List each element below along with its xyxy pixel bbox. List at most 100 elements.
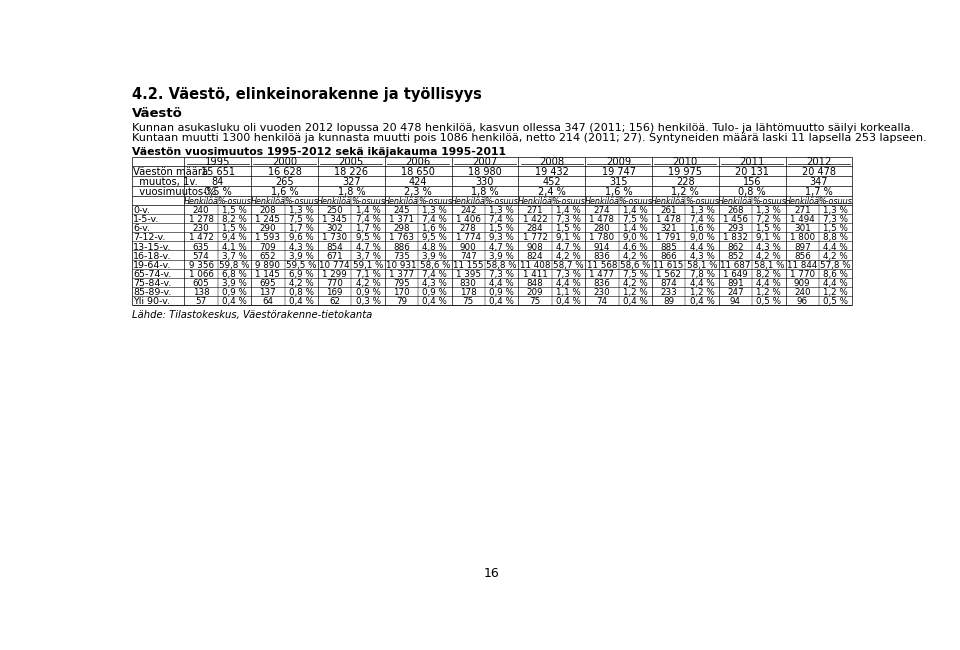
Text: 0,9 %: 0,9 % — [422, 288, 447, 297]
Text: 695: 695 — [259, 279, 276, 288]
Text: 321: 321 — [660, 224, 677, 233]
Text: 1,5 %: 1,5 % — [222, 224, 247, 233]
Text: 1995: 1995 — [205, 157, 230, 167]
Text: 9,1 %: 9,1 % — [556, 233, 581, 242]
Text: 9,1 %: 9,1 % — [756, 233, 781, 242]
Text: 57: 57 — [196, 297, 206, 306]
Text: 4,4 %: 4,4 % — [824, 279, 848, 288]
Text: 1 800: 1 800 — [790, 233, 815, 242]
Text: 19 975: 19 975 — [668, 167, 703, 177]
Text: 233: 233 — [660, 288, 677, 297]
Text: 7,3 %: 7,3 % — [490, 270, 515, 279]
Text: 15 651: 15 651 — [201, 167, 235, 177]
Text: 2000: 2000 — [272, 157, 297, 167]
Text: 4,4 %: 4,4 % — [689, 242, 714, 252]
Text: %-osuus: %-osuus — [284, 196, 318, 205]
Text: 10 931: 10 931 — [386, 261, 417, 270]
Text: 4,2 %: 4,2 % — [355, 279, 380, 288]
Text: 4,3 %: 4,3 % — [289, 242, 314, 252]
Text: 4,4 %: 4,4 % — [490, 279, 514, 288]
Text: 1 593: 1 593 — [255, 233, 280, 242]
Text: 2007: 2007 — [472, 157, 497, 167]
Text: 1 832: 1 832 — [723, 233, 748, 242]
Text: Henkilöä: Henkilöä — [718, 196, 753, 205]
Text: 891: 891 — [727, 279, 744, 288]
Text: 1,2 %: 1,2 % — [756, 288, 781, 297]
Text: 20 131: 20 131 — [735, 167, 769, 177]
Text: 59,5 %: 59,5 % — [286, 261, 317, 270]
Text: Henkilöä: Henkilöä — [451, 196, 486, 205]
Text: 3,7 %: 3,7 % — [355, 252, 380, 261]
Text: 247: 247 — [727, 288, 744, 297]
Text: 1 772: 1 772 — [522, 233, 547, 242]
Text: Henkilöä: Henkilöä — [585, 196, 619, 205]
Text: 795: 795 — [393, 279, 410, 288]
Text: 10 774: 10 774 — [320, 261, 350, 270]
Text: 0,9 %: 0,9 % — [222, 288, 247, 297]
Text: 1 377: 1 377 — [389, 270, 414, 279]
Text: 8,8 %: 8,8 % — [823, 233, 849, 242]
Text: 747: 747 — [460, 252, 476, 261]
Text: 156: 156 — [743, 177, 761, 187]
Text: 271: 271 — [794, 206, 810, 215]
Text: 1 649: 1 649 — [723, 270, 748, 279]
Text: 7,3 %: 7,3 % — [823, 215, 849, 224]
Text: Yli 90-v.: Yli 90-v. — [133, 297, 170, 306]
Text: 9 356: 9 356 — [188, 261, 213, 270]
Text: 1 299: 1 299 — [323, 270, 347, 279]
Text: 897: 897 — [794, 242, 810, 252]
Text: 4,7 %: 4,7 % — [355, 242, 380, 252]
Text: 2009: 2009 — [606, 157, 631, 167]
Text: 208: 208 — [259, 206, 276, 215]
Text: 709: 709 — [259, 242, 276, 252]
Text: 261: 261 — [660, 206, 677, 215]
Text: 1,8 %: 1,8 % — [471, 187, 499, 198]
Text: vuosimuutos-%: vuosimuutos-% — [133, 187, 216, 198]
Text: 4,6 %: 4,6 % — [623, 242, 648, 252]
Text: 671: 671 — [326, 252, 343, 261]
Text: 1 770: 1 770 — [790, 270, 815, 279]
Text: 1 278: 1 278 — [188, 215, 213, 224]
Text: 64: 64 — [262, 297, 274, 306]
Text: 170: 170 — [393, 288, 410, 297]
Text: 1 494: 1 494 — [790, 215, 815, 224]
Text: 65-74-v.: 65-74-v. — [133, 270, 172, 279]
Text: 18 980: 18 980 — [468, 167, 502, 177]
Text: 290: 290 — [259, 224, 276, 233]
Text: 16-18-v.: 16-18-v. — [133, 252, 172, 261]
Text: 19 747: 19 747 — [602, 167, 636, 177]
Text: 11 615: 11 615 — [654, 261, 684, 270]
Text: 885: 885 — [660, 242, 677, 252]
Text: 1,6 %: 1,6 % — [422, 224, 447, 233]
Text: %-osuus: %-osuus — [752, 196, 786, 205]
Text: 20 478: 20 478 — [802, 167, 836, 177]
Text: 1 477: 1 477 — [589, 270, 614, 279]
Text: 866: 866 — [660, 252, 677, 261]
Text: 11 844: 11 844 — [787, 261, 818, 270]
Text: 18 650: 18 650 — [401, 167, 435, 177]
Text: 268: 268 — [727, 206, 744, 215]
Text: %-osuus: %-osuus — [218, 196, 252, 205]
Text: 89: 89 — [663, 297, 674, 306]
Text: 1 422: 1 422 — [522, 215, 547, 224]
Text: 1,6 %: 1,6 % — [271, 187, 299, 198]
Text: 886: 886 — [393, 242, 410, 252]
Text: 652: 652 — [259, 252, 276, 261]
Text: 0,9 %: 0,9 % — [355, 288, 380, 297]
Text: 315: 315 — [610, 177, 628, 187]
Text: Lähde: Tilastokeskus, Väestörakenne-tietokanta: Lähde: Tilastokeskus, Väestörakenne-tiet… — [132, 309, 372, 320]
Text: 3,7 %: 3,7 % — [222, 252, 247, 261]
Text: 85-89-v.: 85-89-v. — [133, 288, 172, 297]
Text: Henkilöä: Henkilöä — [251, 196, 285, 205]
Text: 4,2 %: 4,2 % — [756, 252, 781, 261]
Text: Kuntaan muutti 1300 henkilöä ja kunnasta muutti pois 1086 henkilöä, netto 214 (2: Kuntaan muutti 1300 henkilöä ja kunnasta… — [132, 133, 926, 142]
Text: 0-v.: 0-v. — [133, 206, 150, 215]
Text: 6-v.: 6-v. — [133, 224, 150, 233]
Text: 1 406: 1 406 — [456, 215, 481, 224]
Text: 302: 302 — [326, 224, 343, 233]
Text: Väestön vuosimuutos 1995-2012 sekä ikäjakauma 1995-2011: Väestön vuosimuutos 1995-2012 sekä ikäja… — [132, 148, 506, 157]
Text: Henkilöä: Henkilöä — [384, 196, 419, 205]
Text: 1,5 %: 1,5 % — [756, 224, 781, 233]
Text: 7,2 %: 7,2 % — [756, 215, 781, 224]
Text: 242: 242 — [460, 206, 476, 215]
